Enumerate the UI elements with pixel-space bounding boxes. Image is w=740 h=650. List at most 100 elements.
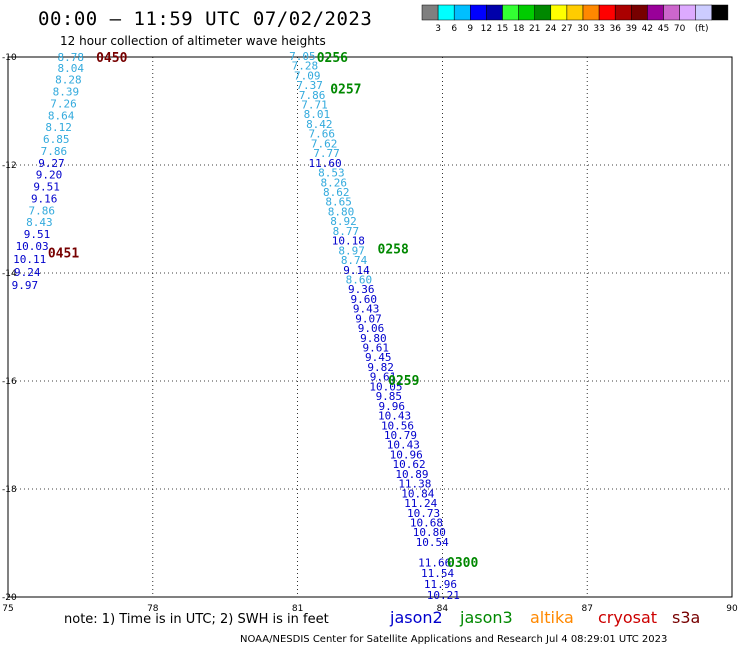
colorbar-label: 21 — [529, 24, 540, 34]
swh-value: 9.80 — [360, 332, 387, 345]
swh-value: 8.65 — [325, 196, 352, 209]
swh-value: 7.28 — [292, 60, 319, 73]
swh-value: 10.56 — [381, 419, 414, 432]
swh-value: 9.51 — [24, 228, 51, 241]
swh-value: 8.43 — [26, 216, 53, 229]
swh-value: 9.14 — [343, 264, 370, 277]
x-tick-label: 78 — [147, 604, 159, 614]
colorbar-swatch — [486, 4, 503, 21]
colorbar-swatch — [421, 4, 439, 21]
swh-value: 10.68 — [410, 516, 443, 529]
colorbar-swatch — [598, 4, 616, 21]
colorbar-label: 39 — [626, 24, 638, 34]
swh-value: 11.96 — [424, 578, 457, 591]
chart-subtitle: 12 hour collection of altimeter wave hei… — [60, 34, 326, 48]
pass-time-labels: 0450 0451 0256 0257 0258 0259 0300 — [48, 51, 479, 571]
colorbar-swatch — [518, 4, 535, 21]
colorbar-swatch — [470, 4, 487, 21]
swh-value: 10.03 — [16, 240, 49, 253]
legend-s3a: s3a — [672, 608, 701, 627]
y-tick-label: -10 — [2, 53, 17, 63]
swh-value: 8.97 — [338, 244, 365, 257]
swh-value: 10.73 — [407, 507, 440, 520]
lat-lon-grid — [7, 56, 733, 598]
colorbar-label: 27 — [561, 24, 572, 34]
swh-value: 10.05 — [369, 380, 402, 393]
colorbar-label: 33 — [593, 24, 604, 34]
colorbar-label: 6 — [451, 24, 457, 34]
swh-value: 10.79 — [384, 429, 417, 442]
x-tick-label: 75 — [2, 604, 13, 614]
footnote: note: 1) Time is in UTC; 2) SWH is in fe… — [64, 612, 329, 627]
swh-value: 9.07 — [355, 312, 382, 325]
y-tick-label: -16 — [2, 377, 17, 387]
swh-value: 8.62 — [323, 186, 350, 199]
colorbar-label: 42 — [642, 24, 653, 34]
swh-value: 7.66 — [308, 128, 335, 141]
swh-value: 6.85 — [43, 133, 70, 146]
legend-altika: altika — [530, 608, 574, 627]
x-tick-label: 90 — [726, 604, 738, 614]
colorbar-label: 15 — [497, 24, 508, 34]
swh-value: 9.27 — [38, 157, 65, 170]
swh-value: 9.24 — [14, 266, 41, 279]
swh-value: 8.39 — [53, 86, 80, 99]
plot-frame — [7, 56, 733, 598]
legend-jason2: jason2 — [390, 608, 443, 627]
swh-value: 7.37 — [296, 79, 323, 92]
colorbar-swatch — [453, 4, 471, 21]
swh-value: 8.26 — [321, 176, 348, 189]
y-tick-label: -18 — [2, 485, 17, 495]
swh-value: 10.21 — [427, 589, 460, 602]
swh-value: 10.84 — [401, 487, 434, 500]
swh-value: 9.82 — [367, 361, 394, 374]
swh-value: 8.74 — [341, 254, 368, 267]
chart-title: 00:00 – 11:59 UTC 07/02/2023 — [38, 8, 373, 30]
pass-time-label: 0257 — [330, 82, 361, 97]
swh-value: 7.09 — [294, 69, 321, 82]
swh-value: 8.64 — [48, 109, 75, 122]
swh-value: 8.04 — [57, 62, 84, 75]
x-tick-label: 84 — [437, 604, 449, 614]
colorbar-label: 18 — [513, 24, 525, 34]
colorbar-label: 36 — [609, 24, 621, 34]
colorbar-swatch — [550, 4, 568, 21]
swh-value: 7.26 — [50, 97, 77, 110]
swh-value: 8.78 — [57, 51, 84, 64]
swh-value: 9.60 — [350, 293, 377, 306]
swh-value: 7.86 — [299, 89, 326, 102]
swh-value: 10.89 — [395, 468, 428, 481]
footer-credit: NOAA/NESDIS Center for Satellite Applica… — [240, 634, 668, 645]
swh-value: 8.60 — [346, 273, 373, 286]
colorbar-swatch — [711, 4, 729, 21]
swh-value: 9.43 — [353, 303, 380, 316]
pass-time-label: 0451 — [48, 246, 79, 261]
colorbar-label: (ft) — [695, 24, 709, 34]
colorbar-label: 45 — [658, 24, 669, 34]
pass-time-label: 0300 — [447, 556, 478, 571]
x-tick-label: 81 — [292, 604, 303, 614]
swh-value: 10.54 — [416, 536, 449, 549]
swh-value: 9.61 — [363, 342, 390, 355]
colorbar-swatch — [566, 4, 584, 21]
swh-value: 9.36 — [348, 283, 375, 296]
swh-value: 11.54 — [421, 567, 454, 580]
colorbar-label: 12 — [481, 24, 492, 34]
x-tick-label: 87 — [581, 604, 592, 614]
swh-value: 9.61 — [370, 371, 397, 384]
colorbar-swatch — [631, 4, 648, 21]
colorbar-swatch — [663, 4, 680, 21]
pass-time-label: 0256 — [317, 51, 348, 66]
swh-value: 9.97 — [12, 279, 39, 292]
colorbar-label: 30 — [577, 24, 589, 34]
color-scale-bar: 3 6 9 12 15 18 21 24 27 30 33 36 39 42 45 70 (ft) — [421, 4, 729, 34]
legend-cryosat: cryosat — [598, 608, 658, 627]
pass-time-label: 0450 — [96, 51, 127, 66]
swh-value: 10.80 — [413, 526, 446, 539]
colorbar-swatch — [647, 4, 664, 21]
swh-value: 8.92 — [330, 215, 357, 228]
swh-value: 9.45 — [365, 351, 392, 364]
swh-value: 11.38 — [398, 478, 431, 491]
swh-value: 11.66 — [418, 556, 451, 569]
